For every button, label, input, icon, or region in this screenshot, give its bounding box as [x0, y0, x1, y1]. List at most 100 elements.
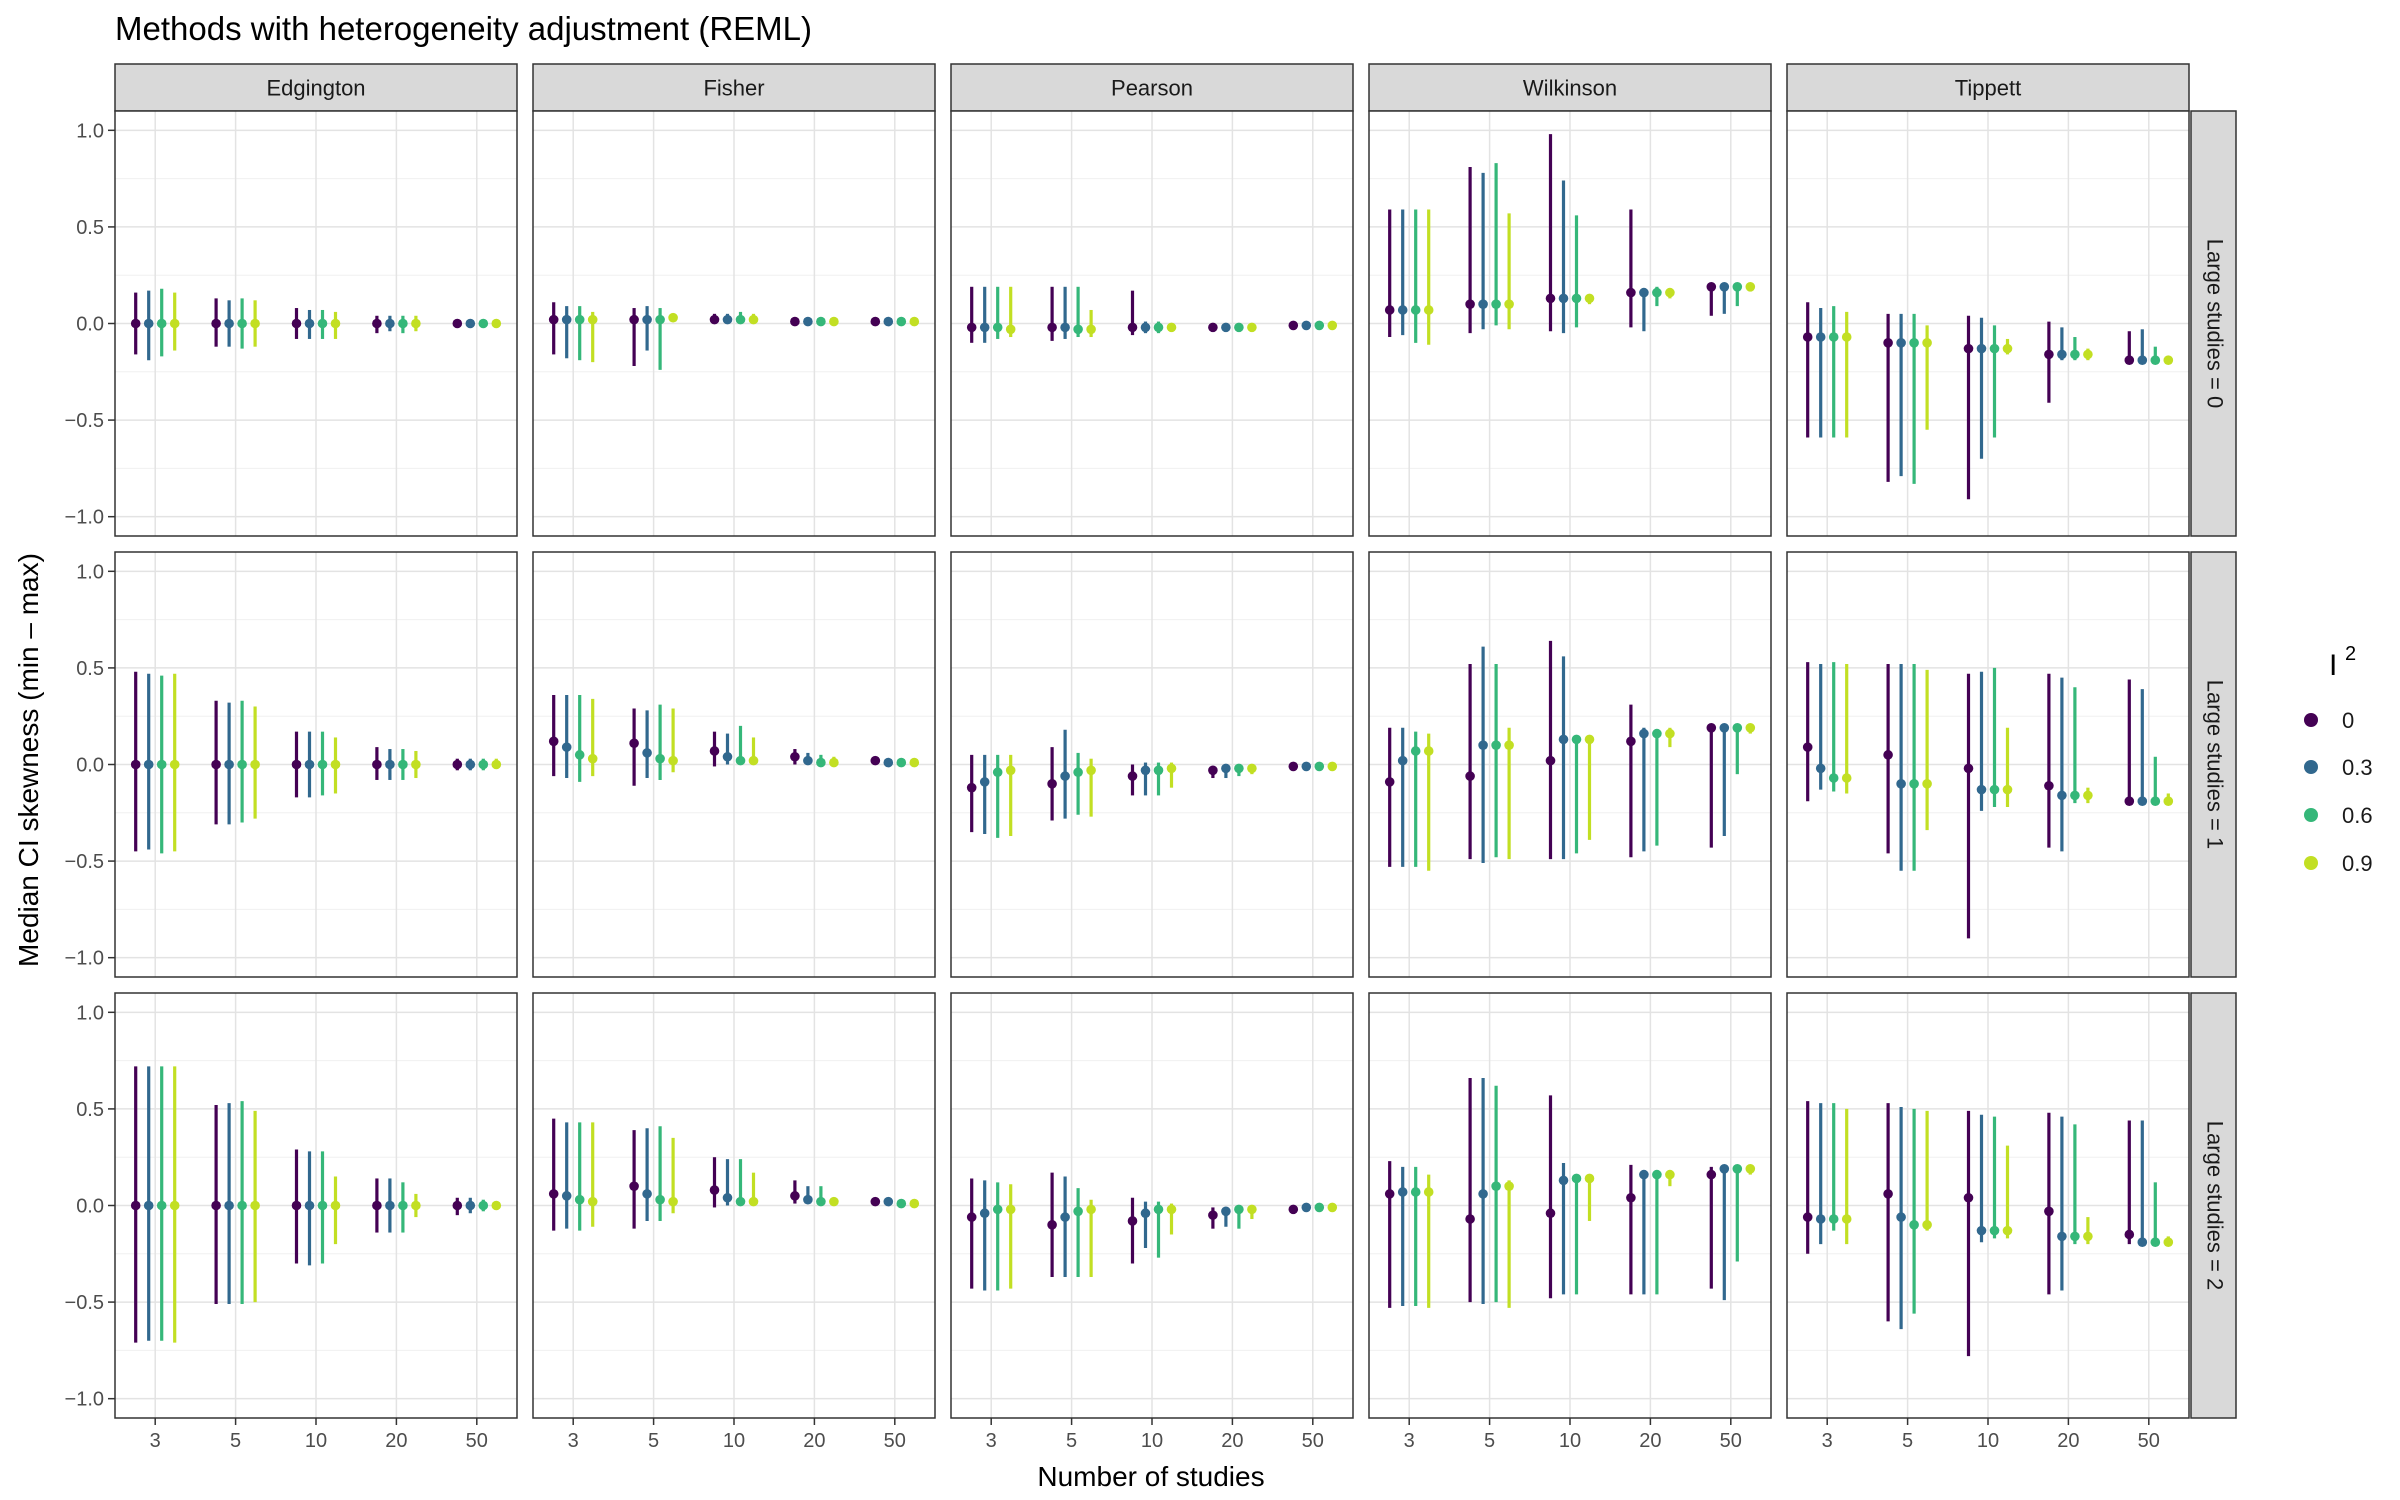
y-tick-label: 1.0: [76, 561, 104, 583]
data-point: [979, 1208, 990, 1219]
data-point: [465, 759, 476, 770]
data-point: [2002, 784, 2013, 795]
x-tick-label: 3: [1822, 1430, 1833, 1452]
facet-strip-label: Fisher: [703, 76, 764, 101]
data-point: [2137, 355, 2148, 366]
data-point: [130, 318, 141, 329]
data-point: [1221, 1206, 1231, 1217]
data-point: [143, 759, 154, 770]
data-point: [2150, 355, 2161, 366]
data-point: [829, 757, 839, 768]
data-point: [909, 1198, 920, 1209]
panel-border: [950, 110, 1354, 537]
data-point: [372, 318, 382, 329]
data-point: [1478, 1189, 1488, 1199]
data-point: [1397, 305, 1408, 315]
data-point: [1922, 779, 1932, 789]
data-point: [1073, 1206, 1083, 1217]
data-point: [372, 1200, 382, 1211]
x-tick-label: 50: [466, 1430, 488, 1452]
data-point: [1005, 1204, 1016, 1215]
data-point: [1247, 1204, 1257, 1215]
data-point: [2002, 343, 2013, 354]
data-point: [1465, 1214, 1475, 1224]
data-point: [629, 314, 639, 325]
legend-label: 0.3: [2342, 755, 2373, 780]
data-point: [1815, 763, 1826, 774]
data-point: [452, 759, 463, 770]
x-tick-label: 50: [1720, 1430, 1742, 1452]
data-point: [398, 318, 408, 329]
data-point: [1626, 1192, 1636, 1203]
data-point: [224, 318, 234, 329]
facet-strip: [1368, 63, 1772, 112]
data-point: [1745, 281, 1756, 292]
data-point: [979, 322, 990, 333]
x-tick-label: 20: [803, 1430, 825, 1452]
y-tick-label: −1.0: [65, 507, 104, 529]
data-point: [1504, 1181, 1514, 1191]
x-axis-title: Number of studies: [1037, 1461, 1264, 1492]
data-point: [816, 757, 826, 768]
data-point: [816, 1196, 826, 1207]
data-point: [883, 1196, 894, 1207]
data-point: [1732, 281, 1743, 292]
data-point: [1247, 322, 1257, 333]
data-point: [803, 755, 813, 766]
data-point: [1815, 1214, 1826, 1224]
data-point: [211, 759, 221, 770]
data-point: [1883, 1189, 1893, 1199]
data-point: [465, 318, 476, 329]
legend-swatch: [2304, 760, 2318, 774]
legend-label: 0.6: [2342, 803, 2373, 828]
data-point: [1301, 1202, 1312, 1213]
data-point: [816, 316, 826, 327]
y-tick-label: −1.0: [65, 1389, 104, 1411]
legend-title: I: [2329, 649, 2337, 682]
data-point: [1314, 1202, 1325, 1213]
x-tick-label: 20: [2057, 1430, 2079, 1452]
x-tick-label: 5: [648, 1430, 659, 1452]
data-point: [709, 1185, 720, 1195]
panel-border: [532, 551, 936, 978]
row-strip-label: Large studies = 0: [2203, 239, 2228, 408]
data-point: [1153, 322, 1164, 333]
y-tick-label: 0.0: [76, 755, 104, 777]
data-point: [587, 1196, 598, 1207]
data-point: [896, 757, 907, 768]
data-point: [1545, 1208, 1556, 1219]
data-point: [1909, 338, 1919, 348]
x-tick-label: 5: [1902, 1430, 1913, 1452]
data-point: [992, 1204, 1003, 1215]
data-point: [156, 318, 167, 329]
data-point: [642, 1189, 652, 1199]
data-point: [1073, 324, 1083, 335]
data-point: [735, 755, 746, 766]
data-point: [1221, 763, 1231, 774]
data-point: [629, 1181, 639, 1191]
y-axis-title: Median CI skewness (min – max): [13, 553, 44, 967]
data-point: [1397, 755, 1408, 766]
data-point: [156, 759, 167, 770]
data-point: [143, 1200, 154, 1211]
data-point: [1896, 779, 1906, 789]
y-tick-label: 0.5: [76, 1099, 104, 1121]
panel-border: [532, 110, 936, 537]
data-point: [1719, 281, 1730, 292]
data-point: [1397, 1187, 1408, 1197]
facet-strip: [950, 63, 1354, 112]
data-point: [1719, 1163, 1730, 1174]
data-point: [1140, 322, 1151, 333]
data-point: [1086, 324, 1096, 335]
data-point: [224, 759, 234, 770]
facet-strip: [114, 63, 518, 112]
data-point: [655, 753, 665, 764]
data-point: [2002, 1225, 2013, 1236]
data-point: [156, 1200, 167, 1211]
data-point: [330, 318, 341, 329]
row-strip-label: Large studies = 1: [2203, 680, 2228, 849]
data-point: [574, 750, 585, 760]
x-tick-label: 10: [1977, 1430, 1999, 1452]
data-point: [1665, 728, 1675, 739]
data-point: [2137, 796, 2148, 807]
